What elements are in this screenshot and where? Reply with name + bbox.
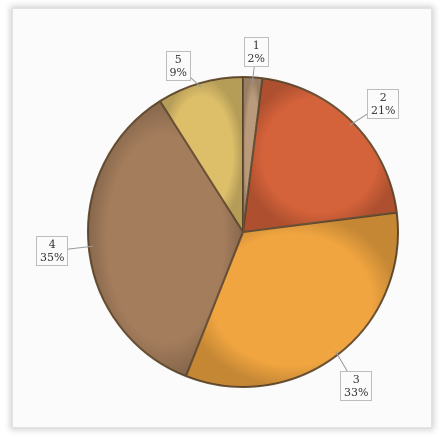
data-label-4: 4 35% — [36, 236, 69, 266]
data-label-value: 2% — [247, 52, 265, 65]
pie-slice-shade-4 — [88, 101, 243, 377]
data-label-value: 33% — [344, 386, 369, 399]
data-label-1: 1 2% — [243, 37, 269, 67]
data-label-category: 1 — [252, 39, 260, 52]
data-label-category: 5 — [174, 53, 182, 66]
data-label-category: 4 — [48, 238, 56, 251]
data-label-category: 3 — [352, 373, 360, 386]
pie-slice-shade-5 — [159, 77, 243, 232]
pie-slice-shade-3 — [185, 212, 398, 387]
data-label-value: 9% — [169, 66, 187, 79]
data-label-3: 3 33% — [340, 371, 373, 401]
data-label-value: 21% — [371, 104, 396, 117]
data-label-2: 2 21% — [367, 89, 400, 119]
pie-slice-shade-2 — [243, 78, 397, 232]
data-label-category: 2 — [379, 91, 387, 104]
data-label-value: 35% — [40, 251, 65, 264]
data-label-5: 5 9% — [165, 51, 191, 81]
